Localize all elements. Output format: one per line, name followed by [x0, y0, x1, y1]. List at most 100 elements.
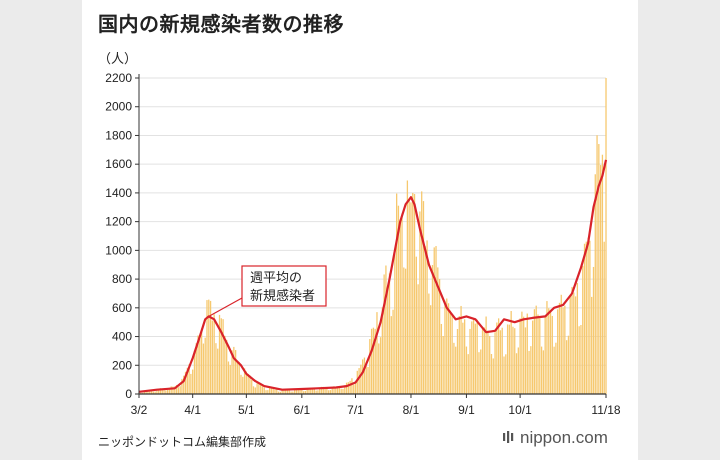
- callout-leader-line: [208, 297, 243, 317]
- daily-bar: [399, 219, 401, 394]
- daily-bar: [406, 180, 409, 394]
- x-tick-label: 6/1: [293, 403, 310, 417]
- daily-bar: [508, 324, 511, 394]
- daily-bar: [430, 305, 432, 394]
- daily-bar: [512, 326, 514, 394]
- callout-box: [241, 265, 327, 307]
- daily-bar: [539, 318, 541, 394]
- daily-bar: [197, 335, 199, 394]
- daily-bar: [218, 314, 221, 394]
- daily-bar: [576, 282, 579, 394]
- daily-bar: [451, 315, 453, 394]
- daily-bar: [328, 390, 330, 394]
- daily-bar: [381, 307, 383, 394]
- brand-logo[interactable]: nippon.com: [502, 428, 608, 448]
- daily-bar: [168, 387, 171, 394]
- daily-bar: [286, 390, 289, 394]
- daily-bar: [277, 391, 280, 394]
- daily-bar: [163, 388, 165, 394]
- daily-bar: [523, 316, 525, 394]
- daily-bar: [252, 386, 255, 394]
- daily-bar: [601, 154, 604, 394]
- daily-bar: [295, 389, 298, 394]
- daily-bar: [353, 384, 355, 394]
- callout-line-1: 週平均の: [250, 271, 302, 286]
- daily-bar: [324, 387, 326, 394]
- daily-bar: [172, 386, 174, 394]
- daily-bar: [537, 314, 539, 394]
- daily-bar: [186, 367, 188, 394]
- daily-bar: [242, 376, 244, 394]
- daily-bar: [152, 391, 154, 394]
- daily-bar: [372, 327, 375, 394]
- daily-bar: [553, 346, 555, 394]
- daily-bar: [589, 240, 591, 394]
- daily-bar: [549, 309, 552, 394]
- daily-bar: [569, 296, 571, 394]
- daily-bar: [270, 387, 273, 394]
- brand-name: nippon.com: [520, 428, 608, 447]
- y-tick-label: 600: [112, 301, 132, 315]
- daily-bar: [585, 241, 587, 394]
- daily-bar: [306, 388, 308, 394]
- daily-bar: [410, 202, 412, 394]
- daily-bar: [154, 391, 156, 394]
- daily-bar: [177, 387, 180, 394]
- daily-bar: [202, 343, 205, 394]
- daily-bar: [195, 343, 197, 394]
- daily-bar: [370, 328, 373, 394]
- daily-bar: [308, 388, 310, 394]
- daily-bar: [524, 327, 527, 394]
- daily-bar: [336, 386, 339, 394]
- daily-bar: [227, 361, 230, 394]
- daily-bar: [573, 292, 575, 394]
- daily-bar: [310, 387, 312, 394]
- daily-bar: [356, 370, 358, 394]
- daily-bar: [428, 293, 430, 394]
- daily-bar: [193, 350, 196, 394]
- daily-bar: [374, 328, 376, 394]
- x-tick-label: 5/1: [238, 403, 255, 417]
- daily-bar: [184, 371, 187, 394]
- y-tick-label: 1200: [105, 215, 132, 229]
- daily-bar: [272, 388, 274, 394]
- chart-title: 国内の新規感染者数の推移: [98, 12, 344, 36]
- daily-bar: [170, 386, 172, 394]
- daily-bar: [433, 247, 435, 394]
- daily-bar: [388, 273, 391, 394]
- daily-bar: [464, 319, 466, 394]
- daily-bar: [304, 390, 307, 394]
- daily-bar: [599, 165, 602, 394]
- y-axis-unit: （人）: [98, 52, 138, 67]
- daily-bar: [268, 387, 271, 394]
- daily-bar: [150, 390, 153, 394]
- daily-bar: [594, 174, 596, 394]
- daily-bar: [591, 296, 593, 394]
- daily-bar: [229, 365, 231, 394]
- daily-bar: [342, 388, 344, 394]
- daily-bar: [379, 337, 382, 394]
- daily-bar: [166, 389, 169, 394]
- daily-bar: [465, 346, 468, 394]
- daily-bar: [587, 237, 589, 394]
- daily-bar: [369, 339, 371, 394]
- daily-bar: [181, 378, 183, 394]
- daily-bar: [331, 387, 333, 394]
- daily-bar: [297, 389, 299, 394]
- daily-bar: [190, 373, 192, 394]
- daily-bar: [544, 316, 546, 394]
- daily-bar: [583, 243, 586, 394]
- daily-bar: [188, 364, 190, 394]
- daily-bar: [245, 371, 247, 394]
- daily-bar: [215, 343, 217, 394]
- daily-bar: [521, 311, 523, 394]
- daily-bar: [165, 390, 167, 394]
- y-tick-label: 2200: [105, 71, 132, 85]
- daily-bar: [206, 300, 208, 394]
- daily-bar: [403, 267, 405, 394]
- daily-bar: [174, 386, 176, 394]
- daily-bar: [179, 386, 181, 394]
- daily-bar: [387, 286, 389, 394]
- daily-bar: [175, 384, 178, 394]
- daily-bar: [498, 318, 500, 394]
